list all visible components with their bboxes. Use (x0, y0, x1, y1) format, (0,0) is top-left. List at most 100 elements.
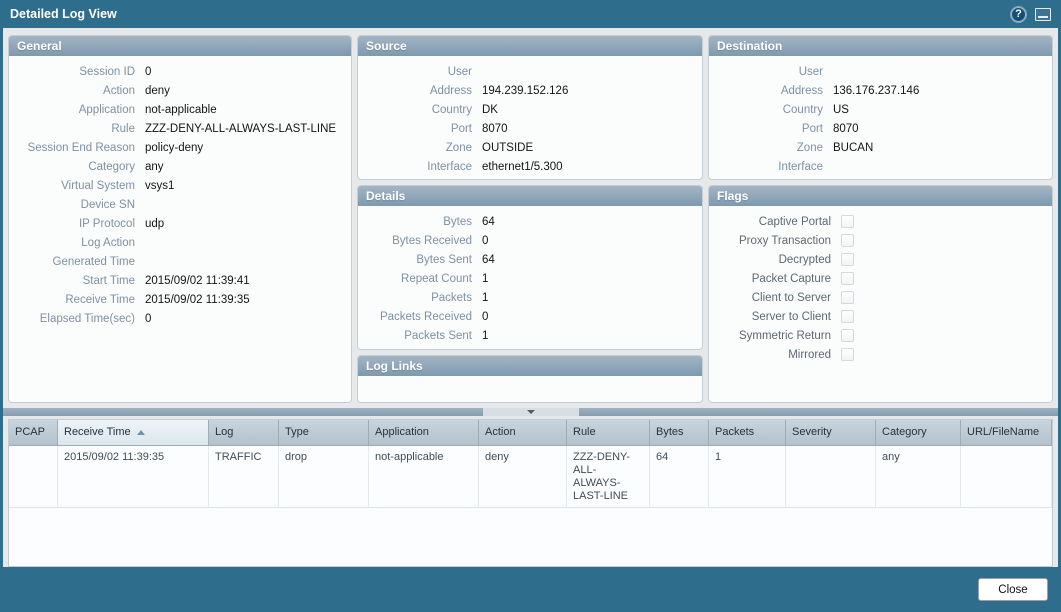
flag-row-captive-portal: Captive Portal (717, 212, 1044, 231)
field-label: Bytes Sent (416, 253, 472, 266)
table-row[interactable]: 2015/09/02 11:39:35 TRAFFIC drop not-applic… (9, 446, 1052, 508)
flag-checkbox-decrypted[interactable] (841, 253, 854, 266)
field-row-action: Action deny (17, 81, 343, 100)
flag-label: Mirrored (788, 348, 831, 361)
field-row-virtual-system: Virtual System vsys1 (17, 176, 343, 195)
help-icon[interactable]: ? (1011, 6, 1026, 22)
cell-severity (786, 446, 876, 507)
field-row-session-end-reason: Session End Reason policy-deny (17, 138, 343, 157)
field-label: Packets Sent (404, 329, 472, 342)
flag-row-mirrored: Mirrored (717, 345, 1044, 364)
field-row-bytes-received: Bytes Received 0 (366, 231, 694, 250)
column-header-type[interactable]: Type (279, 420, 369, 445)
column-header-label: Receive Time (64, 426, 131, 438)
column-header-action[interactable]: Action (479, 420, 567, 445)
field-label: Action (103, 84, 135, 97)
log-table-body: 2015/09/02 11:39:35 TRAFFIC drop not-applic… (9, 446, 1052, 508)
field-label: User (447, 65, 472, 78)
field-value: 8070 (482, 122, 508, 135)
field-row-category: Category any (17, 157, 343, 176)
panel-source: Source User Address 194.239.152.126 Country… (357, 35, 703, 180)
log-table: PCAP Receive Time Log Type Application Action… (8, 419, 1053, 567)
column-header-bytes[interactable]: Bytes (650, 420, 709, 445)
field-row-zone: Zone OUTSIDE (366, 138, 694, 157)
field-value: BUCAN (833, 141, 874, 154)
column-right: Destination User Address 136.176.237.146 Co… (708, 35, 1053, 403)
sort-ascending-icon (136, 429, 145, 435)
cell-category: any (876, 446, 961, 507)
cell-pcap (9, 446, 58, 507)
field-label: User (798, 65, 823, 78)
field-label: Category (88, 160, 135, 173)
panel-source-header: Source (358, 36, 702, 56)
column-header-label: Application (375, 426, 429, 438)
field-row-session-id: Session ID 0 (17, 62, 343, 81)
flag-checkbox-packet-capture[interactable] (841, 272, 854, 285)
column-header-rule[interactable]: Rule (567, 420, 650, 445)
field-row-generated-time: Generated Time (17, 252, 343, 271)
field-value: 194.239.152.126 (482, 84, 569, 97)
panel-table-splitter[interactable] (3, 408, 1058, 416)
cell-packets: 1 (709, 446, 786, 507)
panel-details: Details Bytes 64 Bytes Received 0 Bytes Sent… (357, 185, 703, 350)
field-row-application: Application not-applicable (17, 100, 343, 119)
column-header-label: Log (215, 426, 234, 438)
field-label: Packets (431, 291, 472, 304)
panel-source-body: User Address 194.239.152.126 Country DK Port 8… (358, 56, 702, 179)
flag-label: Client to Server (751, 291, 831, 304)
flag-checkbox-mirrored[interactable] (841, 348, 854, 361)
flag-checkbox-captive-portal[interactable] (841, 215, 854, 228)
flag-checkbox-client-to-server[interactable] (841, 291, 854, 304)
cell-application: not-applicable (369, 446, 479, 507)
field-row-user: User (717, 62, 1044, 81)
dialog-content: General Session ID 0 Action deny Application… (3, 28, 1058, 567)
field-label: Application (78, 103, 135, 116)
field-label: Repeat Count (401, 272, 472, 285)
splitter-grip[interactable] (482, 408, 579, 416)
close-button[interactable]: Close (978, 578, 1048, 601)
field-row-elapsed-time-sec: Elapsed Time(sec) 0 (17, 309, 343, 328)
flag-checkbox-symmetric-return[interactable] (841, 329, 854, 342)
field-row-port: Port 8070 (366, 119, 694, 138)
field-row-bytes: Bytes 64 (366, 212, 694, 231)
field-label: Packets Received (379, 310, 472, 323)
flag-label: Proxy Transaction (738, 234, 831, 247)
cell-bytes: 64 (650, 446, 709, 507)
panel-details-header: Details (358, 186, 702, 206)
column-header-log[interactable]: Log (209, 420, 279, 445)
panel-details-body: Bytes 64 Bytes Received 0 Bytes Sent 64 Repeat… (358, 206, 702, 349)
column-header-label: Packets (715, 426, 755, 438)
flag-row-proxy-transaction: Proxy Transaction (717, 231, 1044, 250)
field-value: deny (145, 84, 170, 97)
flag-checkbox-server-to-client[interactable] (841, 310, 854, 323)
column-header-label: Rule (573, 426, 596, 438)
field-row-device-sn: Device SN (17, 195, 343, 214)
column-header-severity[interactable]: Severity (786, 420, 876, 445)
column-header-url-filename[interactable]: URL/FileName (961, 420, 1052, 445)
column-header-label: Bytes (656, 426, 684, 438)
titlebar-icons: ? (1011, 6, 1051, 22)
column-header-packets[interactable]: Packets (709, 420, 786, 445)
field-label: Log Action (81, 236, 135, 249)
column-left: General Session ID 0 Action deny Application… (8, 35, 352, 403)
field-label: Port (801, 122, 823, 135)
field-value: 64 (482, 215, 495, 228)
column-header-pcap[interactable]: PCAP (9, 420, 58, 445)
popout-window-icon[interactable] (1035, 7, 1051, 21)
column-header-receive-time[interactable]: Receive Time (58, 420, 209, 445)
field-value: 1 (482, 272, 489, 285)
collapse-arrow-icon (526, 410, 535, 414)
field-row-packets-sent: Packets Sent 1 (366, 326, 694, 345)
field-label: Session End Reason (27, 141, 135, 154)
field-value: policy-deny (145, 141, 204, 154)
field-value: 8070 (833, 122, 859, 135)
field-row-user: User (366, 62, 694, 81)
column-header-category[interactable]: Category (876, 420, 961, 445)
column-header-application[interactable]: Application (369, 420, 479, 445)
field-label: Zone (796, 141, 823, 154)
field-value: ethernet1/5.300 (482, 160, 563, 173)
titlebar: Detailed Log View ? (0, 0, 1061, 28)
panel-destination-body: User Address 136.176.237.146 Country US Port 8… (709, 56, 1052, 179)
flag-checkbox-proxy-transaction[interactable] (841, 234, 854, 247)
field-value: 0 (482, 234, 489, 247)
